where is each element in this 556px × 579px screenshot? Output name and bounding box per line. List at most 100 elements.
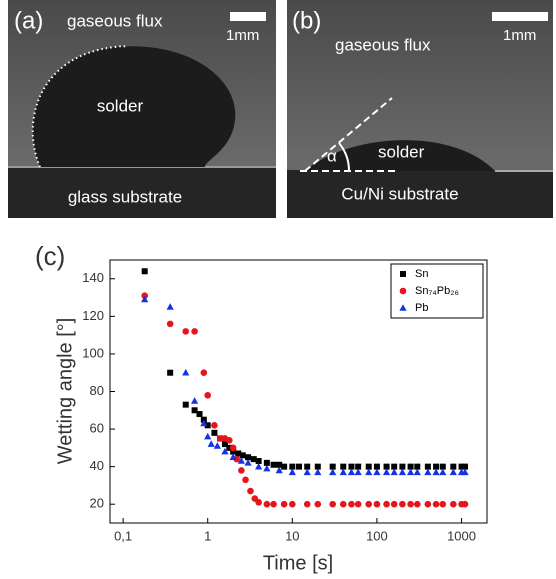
point	[439, 468, 447, 476]
legend-label: Pb	[415, 302, 428, 314]
point	[365, 463, 372, 470]
legend-marker	[399, 287, 407, 295]
point	[288, 468, 296, 476]
point	[432, 468, 440, 476]
legend-box	[390, 263, 484, 319]
point	[340, 463, 347, 470]
point	[182, 328, 190, 335]
point	[229, 453, 237, 461]
point	[247, 487, 254, 495]
point	[255, 458, 262, 465]
point	[263, 459, 270, 466]
point	[211, 429, 218, 436]
point	[255, 499, 262, 506]
point	[383, 500, 390, 508]
point	[399, 463, 406, 470]
point	[182, 401, 189, 408]
point	[270, 500, 277, 508]
point	[339, 468, 347, 476]
point	[221, 447, 229, 455]
point	[204, 422, 211, 429]
scale-bar	[230, 12, 266, 21]
point	[347, 468, 356, 476]
point	[432, 500, 440, 508]
point	[244, 459, 252, 466]
text: gaseous flux	[67, 11, 163, 30]
point	[141, 295, 149, 303]
y-tick-label: 80	[90, 383, 104, 398]
point	[216, 435, 224, 442]
point	[406, 468, 415, 476]
scale-label: 1mm	[503, 27, 536, 44]
point	[226, 437, 233, 444]
x-tick-label: 1	[204, 528, 211, 543]
point	[329, 463, 336, 470]
point	[365, 468, 373, 476]
point	[314, 500, 322, 508]
point	[204, 432, 212, 440]
x-tick-label: 100	[366, 528, 388, 543]
legend-label: Sn₇₄Pb₂₆	[415, 285, 459, 297]
point	[439, 500, 447, 508]
angle-arc	[338, 142, 351, 172]
point	[200, 419, 208, 427]
point	[229, 444, 237, 452]
point	[141, 268, 148, 275]
point	[296, 463, 303, 470]
y-tick-label: 100	[82, 345, 104, 360]
point	[167, 369, 174, 376]
point	[339, 500, 347, 508]
point	[182, 368, 190, 376]
point	[250, 456, 257, 463]
point	[304, 463, 311, 470]
point	[373, 500, 381, 508]
point	[449, 468, 457, 476]
legend-marker	[400, 271, 406, 277]
point	[204, 391, 212, 399]
point	[211, 422, 218, 429]
point	[280, 500, 288, 508]
panel-label: (b)	[292, 7, 321, 34]
x-tick-label: 10	[285, 528, 299, 543]
legend-label: Sn	[415, 268, 428, 280]
point	[390, 500, 398, 508]
point	[458, 463, 465, 470]
text: glass substrate	[68, 187, 182, 206]
point	[303, 468, 311, 476]
y-axis-label: Wetting angle [°]	[54, 318, 76, 465]
point	[354, 500, 362, 508]
point	[237, 457, 245, 464]
point	[166, 303, 174, 310]
point	[461, 500, 469, 508]
point	[407, 500, 414, 508]
point	[413, 468, 421, 476]
drop	[32, 46, 236, 167]
point	[355, 463, 362, 470]
scale-label: 1mm	[226, 27, 259, 44]
text: α	[327, 146, 337, 165]
point	[238, 467, 245, 474]
point	[424, 500, 432, 508]
point	[191, 397, 199, 404]
x-tick-label: 0,1	[114, 528, 132, 543]
point	[226, 444, 233, 451]
point	[413, 500, 421, 508]
point	[289, 463, 296, 470]
y-tick-label: 120	[82, 308, 104, 323]
point	[239, 452, 246, 459]
point	[390, 468, 398, 476]
substrate	[287, 170, 553, 218]
point	[424, 463, 431, 470]
point	[275, 466, 283, 474]
point	[221, 441, 228, 448]
drop	[305, 140, 495, 171]
legend-marker	[399, 304, 407, 311]
panel-label: (a)	[14, 7, 43, 34]
y-tick-label: 20	[90, 496, 104, 511]
point	[196, 411, 203, 418]
point	[407, 463, 414, 470]
point	[245, 454, 252, 461]
x-tick-label: 1000	[447, 528, 476, 543]
point	[270, 461, 277, 468]
